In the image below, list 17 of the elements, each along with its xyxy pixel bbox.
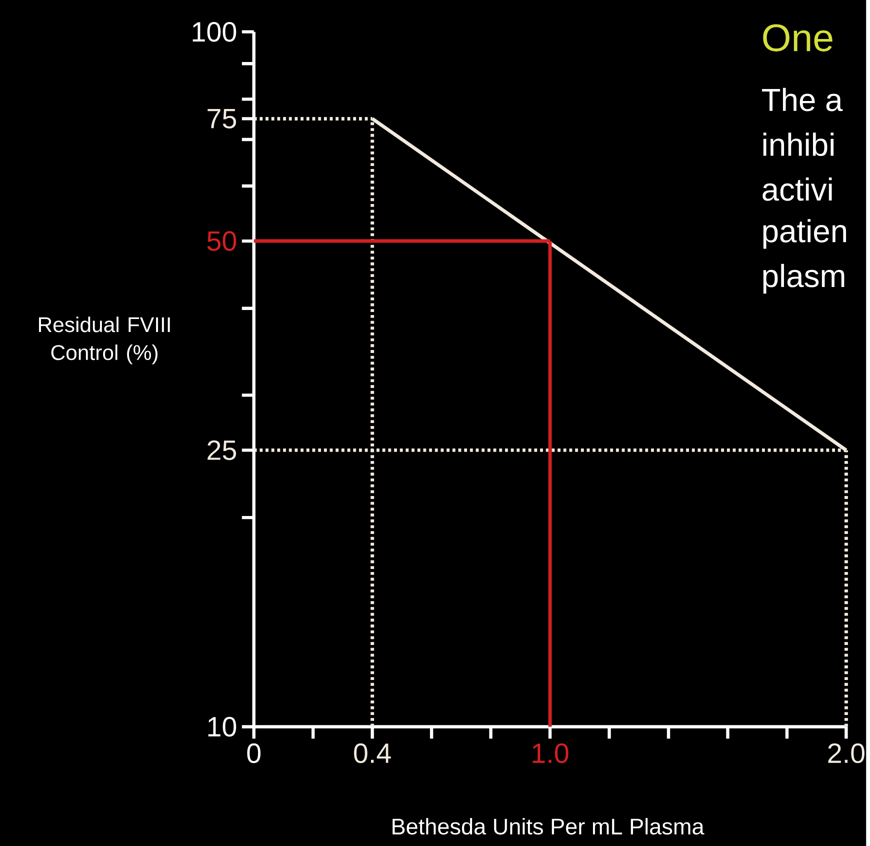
y-tick-label: 25: [208, 440, 236, 460]
x-tick-label: 0: [247, 743, 261, 763]
y-axis-title: Residual FVIII Control (%): [39, 316, 170, 364]
y-tick-label: 100: [192, 22, 236, 42]
annotation: activi: [762, 177, 832, 201]
annotation: patien: [763, 219, 846, 249]
annotation: The a: [762, 88, 843, 112]
x-tick-label: 1.0: [532, 743, 568, 763]
y-tick-label: 10: [208, 716, 236, 736]
x-tick-label: 0.4: [354, 743, 391, 763]
annotation: plasm: [763, 264, 844, 294]
x-tick-label: 2.0: [828, 743, 864, 763]
x-axis-title: Bethesda Units Per mL Plasma: [392, 818, 704, 834]
y-tick-label: 75: [208, 108, 236, 128]
y-tick-label: 50: [207, 231, 236, 251]
annotation: inhibi: [763, 132, 834, 156]
chart-title: One: [763, 24, 832, 52]
